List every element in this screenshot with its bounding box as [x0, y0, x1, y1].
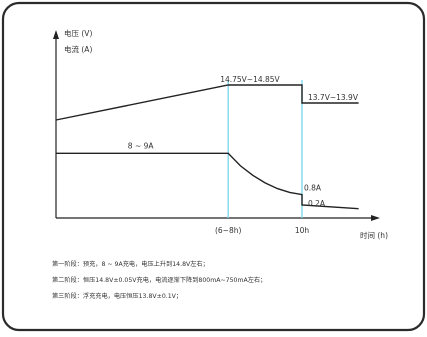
- x-axis-label: 时间 (h): [360, 230, 388, 240]
- annotation-current-end-absorb: 0.8A: [304, 184, 322, 193]
- x-axis-arrow: [371, 215, 380, 221]
- y-label-voltage: 电压 (V): [64, 28, 92, 38]
- annotation-current-bulk: 8 ~ 9A: [128, 141, 155, 150]
- annotation-voltage-absorb: 14.75V~14.85V: [220, 75, 280, 84]
- annotation-current-float: 0.2A: [308, 199, 326, 208]
- x-tick-label-10h: 10h: [295, 226, 310, 235]
- stage-note-2: 第二阶段：恒压14.8V±0.05V充电，电流逐渐下降到800mA~750mA左…: [52, 277, 267, 284]
- stage-note-3: 第三阶段：浮充充电，电压恒压13.8V±0.1V；: [52, 293, 183, 300]
- chart-frame: [1, 1, 426, 332]
- current-curve: [56, 152, 359, 210]
- y-axis-arrow: [53, 30, 59, 39]
- y-label-current: 电流 (A): [64, 44, 92, 54]
- annotation-voltage-float: 13.7V~13.9V: [308, 93, 359, 102]
- x-tick-label-stage-end: (6~8h): [215, 226, 242, 235]
- voltage-curve: [55, 84, 359, 121]
- stage-note-1: 第一阶段：预充，8 ~ 9A充电，电压上升到14.8V左右；: [52, 261, 209, 268]
